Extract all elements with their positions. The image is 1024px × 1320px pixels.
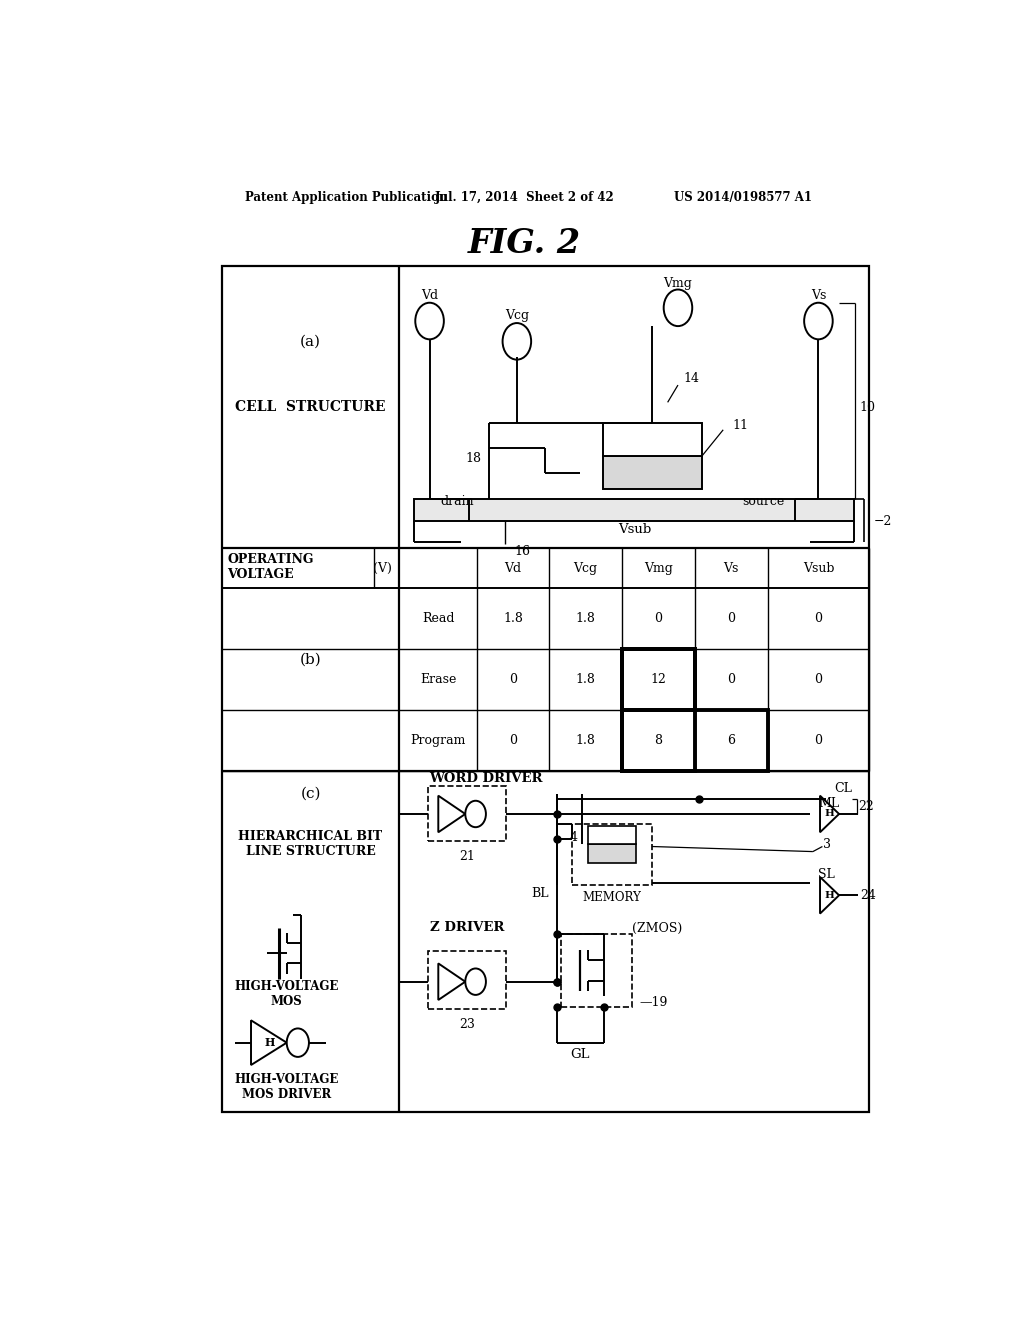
Circle shape (287, 1028, 309, 1057)
Bar (560, 935, 632, 1007)
Text: 4: 4 (570, 830, 578, 843)
Text: HIGH-VOLTAGE
MOS: HIGH-VOLTAGE MOS (234, 979, 339, 1008)
Bar (588, 845, 636, 863)
Text: 0: 0 (727, 673, 735, 686)
Text: H: H (824, 891, 835, 900)
Text: 14: 14 (684, 372, 699, 385)
Bar (428, 785, 506, 841)
Text: 24: 24 (860, 888, 876, 902)
Text: 21: 21 (459, 850, 475, 863)
Circle shape (804, 302, 833, 339)
Circle shape (465, 801, 486, 828)
Text: 18: 18 (465, 451, 481, 465)
Text: —19: —19 (640, 995, 669, 1008)
Text: 1.8: 1.8 (503, 612, 523, 626)
Text: 0: 0 (654, 612, 663, 626)
Text: CL: CL (835, 781, 852, 795)
Bar (588, 826, 636, 845)
Bar (221, 267, 869, 1111)
Text: US 2014/0198577 A1: US 2014/0198577 A1 (674, 190, 812, 203)
Circle shape (416, 302, 443, 339)
Text: Vd: Vd (421, 289, 438, 302)
Text: 16: 16 (514, 545, 530, 558)
Text: Erase: Erase (420, 673, 457, 686)
Text: 22: 22 (858, 800, 873, 813)
Text: 12: 12 (650, 673, 666, 686)
Text: 1.8: 1.8 (575, 734, 595, 747)
Text: 0: 0 (509, 673, 517, 686)
Text: (b): (b) (300, 652, 322, 667)
Text: BL: BL (531, 887, 549, 900)
Text: GL: GL (570, 1048, 590, 1061)
Bar (428, 952, 506, 1008)
Text: Vs: Vs (723, 561, 739, 574)
Text: (a): (a) (300, 334, 322, 348)
Text: 0: 0 (509, 734, 517, 747)
Text: 11: 11 (733, 420, 749, 432)
Text: 3: 3 (823, 838, 831, 851)
Text: −2: −2 (873, 515, 892, 528)
Text: 10: 10 (860, 401, 876, 414)
Bar (602, 457, 701, 488)
Text: 8: 8 (654, 734, 663, 747)
Text: Vsub: Vsub (617, 523, 651, 536)
Bar (622, 710, 768, 771)
Bar (414, 499, 854, 521)
Text: 0: 0 (727, 612, 735, 626)
Bar (622, 649, 694, 710)
Text: HIGH-VOLTAGE
MOS DRIVER: HIGH-VOLTAGE MOS DRIVER (234, 1073, 339, 1101)
Text: OPERATING
VOLTAGE: OPERATING VOLTAGE (227, 553, 313, 581)
Text: source: source (741, 495, 784, 508)
Text: ML: ML (818, 797, 840, 810)
Text: Vsub: Vsub (803, 561, 835, 574)
Circle shape (465, 969, 486, 995)
Bar (602, 422, 701, 457)
Bar (622, 649, 694, 771)
Text: (ZMOS): (ZMOS) (632, 923, 682, 936)
Text: 6: 6 (727, 734, 735, 747)
Text: 0: 0 (814, 612, 822, 626)
Text: drain: drain (440, 495, 474, 508)
Text: 0: 0 (814, 734, 822, 747)
Text: Vmg: Vmg (664, 277, 692, 290)
Text: Vd: Vd (505, 561, 521, 574)
Text: H: H (264, 1038, 274, 1048)
Text: (c): (c) (300, 787, 321, 801)
Circle shape (503, 323, 531, 359)
Text: SL: SL (818, 869, 836, 882)
Text: Vcg: Vcg (505, 309, 529, 322)
Text: FIG. 2: FIG. 2 (468, 227, 582, 260)
Text: Z DRIVER: Z DRIVER (430, 921, 504, 935)
Text: (V): (V) (373, 561, 391, 574)
Text: MEMORY: MEMORY (583, 891, 641, 904)
Circle shape (664, 289, 692, 326)
Text: Vmg: Vmg (644, 561, 673, 574)
Text: WORD DRIVER: WORD DRIVER (430, 772, 543, 785)
Text: 1.8: 1.8 (575, 612, 595, 626)
Text: 23: 23 (459, 1018, 475, 1031)
Text: H: H (824, 809, 835, 818)
Text: Jul. 17, 2014  Sheet 2 of 42: Jul. 17, 2014 Sheet 2 of 42 (435, 190, 614, 203)
Text: Read: Read (422, 612, 455, 626)
Text: Vcg: Vcg (573, 561, 597, 574)
Bar (572, 824, 652, 886)
Text: Vs: Vs (811, 289, 826, 302)
Text: HIERARCHICAL BIT
LINE STRUCTURE: HIERARCHICAL BIT LINE STRUCTURE (239, 830, 383, 858)
Text: 1.8: 1.8 (575, 673, 595, 686)
Text: Patent Application Publication: Patent Application Publication (246, 190, 447, 203)
Text: Program: Program (411, 734, 466, 747)
Text: CELL  STRUCTURE: CELL STRUCTURE (236, 400, 386, 414)
Text: 0: 0 (814, 673, 822, 686)
